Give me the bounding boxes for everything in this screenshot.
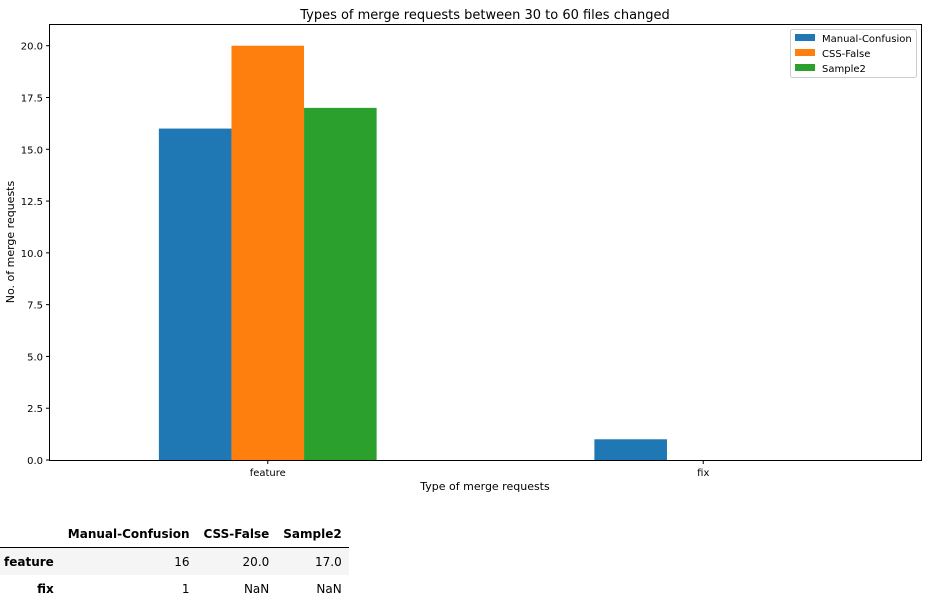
y-tick-label: 10.0: [21, 249, 43, 260]
bar-sample2-feature: [304, 107, 377, 461]
y-tick-label: 5.0: [27, 352, 43, 363]
y-axis-label: No. of merge requests: [4, 181, 17, 304]
chart-title: Types of merge requests between 30 to 60…: [299, 8, 670, 23]
table-column-header: Manual-Confusion: [60, 520, 197, 548]
x-tick-label: feature: [250, 468, 286, 479]
legend: Manual-Confusion CSS-False Sample2: [790, 29, 917, 78]
y-tick-label: 0.0: [27, 456, 43, 467]
x-axis-label: Type of merge requests: [419, 480, 550, 493]
table-row: fix 1 NaN NaN: [0, 575, 349, 602]
table-row-index: feature: [4, 554, 54, 569]
table-header-row: Manual-Confusion CSS-False Sample2: [0, 520, 349, 548]
legend-frame: [790, 29, 917, 78]
table-cell: 17.0: [314, 554, 342, 569]
plot-frame: [49, 24, 922, 461]
table-cell: NaN: [316, 581, 342, 596]
bar-manual-confusion-feature: [158, 128, 232, 460]
table-column-header: Sample2: [276, 520, 349, 548]
legend-label: CSS-False: [822, 49, 870, 60]
legend-label: Sample2: [822, 64, 866, 75]
y-tick-label: 7.5: [27, 301, 43, 312]
bar-chart: Types of merge requests between 30 to 60…: [4, 8, 922, 493]
legend-swatch: [795, 34, 815, 41]
bar-css-false-feature: [231, 45, 305, 461]
bar-manual-confusion-fix: [594, 439, 667, 460]
table-row: feature 16 20.0 17.0: [0, 547, 349, 575]
table-cell: 20.0: [242, 554, 270, 569]
data-table: Manual-Confusion CSS-False Sample2 featu…: [0, 520, 349, 602]
bars-group: [158, 45, 667, 461]
y-axis: 0.0 2.5 5.0 7.5 10.0 12.5 15.0 17.5 20.0: [21, 42, 50, 467]
table-column-header: CSS-False: [196, 520, 277, 548]
y-tick-label: 12.5: [21, 197, 43, 208]
table-row-index: fix: [37, 581, 54, 596]
table-index-header: [0, 520, 61, 548]
table-cell: NaN: [243, 581, 270, 596]
table-cell: 1: [181, 581, 190, 596]
legend-swatch: [795, 64, 815, 71]
x-axis: feature fix: [250, 460, 709, 479]
table-cell: 16: [174, 554, 190, 569]
legend-swatch: [795, 49, 815, 56]
y-tick-label: 15.0: [21, 145, 43, 156]
x-tick-label: fix: [697, 468, 709, 479]
legend-label: Manual-Confusion: [822, 34, 912, 45]
y-tick-label: 17.5: [21, 94, 43, 105]
y-tick-label: 2.5: [27, 404, 43, 415]
y-tick-label: 20.0: [21, 42, 43, 53]
